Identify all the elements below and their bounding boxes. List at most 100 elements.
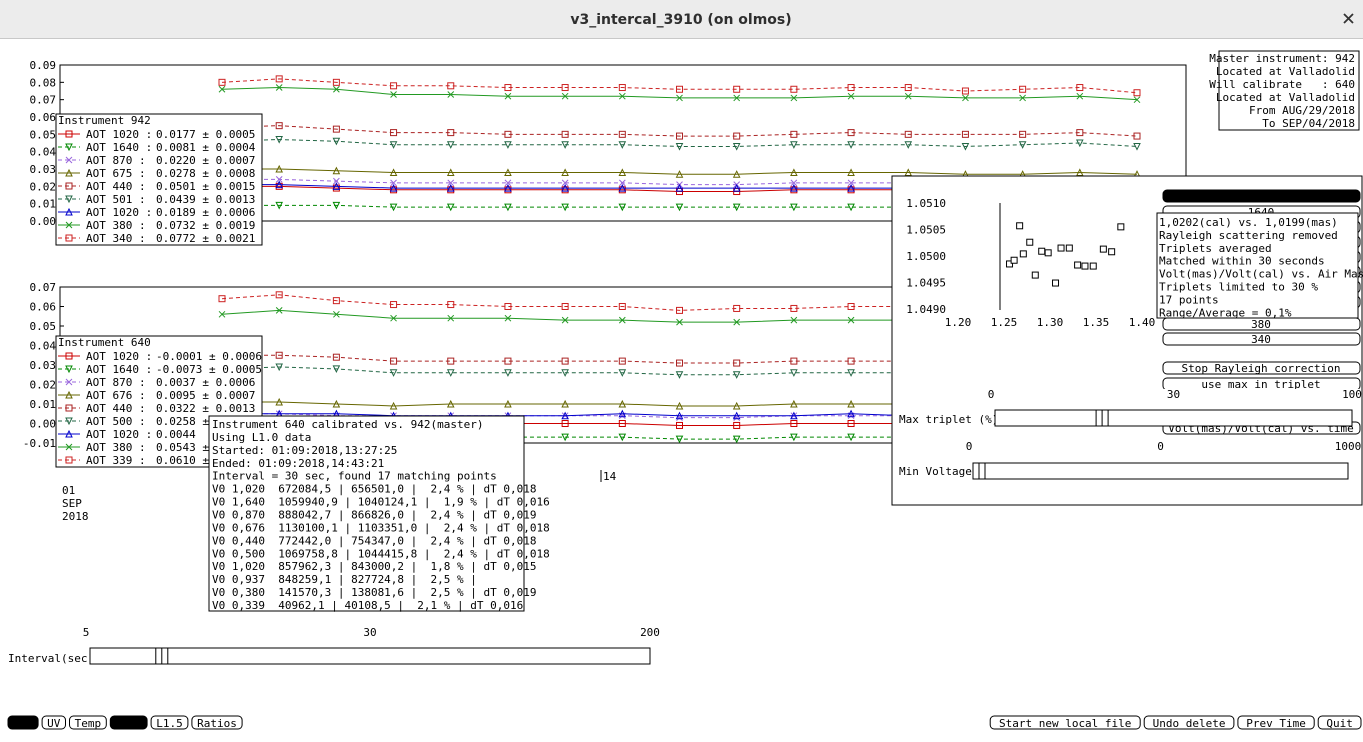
toolbar-button[interactable] [1237,715,1315,730]
y-tick-label: 0.02 [30,379,57,392]
legend-name: AOT 870 : [86,154,146,167]
scatter-point [1019,250,1027,258]
toolbar-button[interactable] [7,715,39,730]
marker [847,129,855,137]
report-line: V0 0,380 141570,3 | 138081,6 | 2,5 % | d… [212,586,537,599]
scatter-point [1108,248,1116,256]
legend-value: 0.0037 ± 0.0006 [156,376,255,389]
marker [561,433,569,442]
info-box [1218,50,1360,131]
marker [790,304,798,312]
marker [618,183,627,192]
marker [332,78,340,86]
band-button[interactable] [1162,189,1361,203]
marker [65,352,73,360]
summary-line: Triplets averaged [1159,242,1272,255]
toolbar-button[interactable] [41,715,66,730]
band-button[interactable] [1162,361,1361,375]
toolbar-button[interactable] [191,715,243,730]
marker [218,85,226,93]
marker [675,371,684,379]
marker [275,351,283,359]
marker [904,168,913,176]
marker [618,357,626,365]
marker [447,179,455,187]
marker [65,378,73,386]
report-line: Ended: 01:09:2018,14:43:21 [212,457,384,470]
marker [904,141,913,149]
y-tick-label: 0.06 [30,301,57,314]
scatter-point [1044,249,1052,257]
toolbar-button[interactable] [69,715,107,730]
scatter-point [1057,244,1065,252]
marker [504,357,512,365]
slider-tick-label: 30 [363,626,376,639]
toolbar-button[interactable] [1317,715,1362,730]
toolbar-button[interactable] [109,715,148,730]
band-button[interactable] [1162,332,1361,346]
scatter-point [1026,238,1034,246]
marker [65,221,73,229]
legend-value: -0.0001 ± 0.0006 [156,350,262,363]
toolbar-button-label: L1.0 [115,717,142,730]
marker [618,92,626,100]
toolbar-button[interactable] [1143,715,1235,730]
marker [561,186,569,194]
marker [447,314,455,322]
legend-value: 0.0322 ± 0.0013 [156,402,255,415]
marker [847,369,855,377]
marker [446,369,455,377]
marker [732,411,741,420]
slider-tick-label: 100 [1342,388,1362,401]
close-button[interactable] [1343,13,1354,24]
y-tick-label: 0.07 [30,281,57,294]
legend-name: AOT 440 : [86,180,146,193]
y-tick-label: 0.08 [30,76,57,89]
slider-label-bg [990,389,1360,403]
marker [332,353,340,361]
report-line: V0 0,676 1130100,1 | 1103351,0 | 2,4 % |… [212,521,550,534]
marker [790,183,798,192]
scatter-point [1074,261,1082,269]
marker [1133,142,1141,151]
report-line: V0 1,640 1059940,9 | 1040124,1 | 1,9 % |… [212,496,550,509]
legend-name: AOT 380 : [86,441,146,454]
marker [847,183,855,192]
series-line [222,434,1138,440]
marker [618,168,627,176]
marker [618,186,626,194]
scatter-point [1052,279,1060,287]
marker [618,84,626,92]
marker [1076,92,1084,100]
legend-name: AOT 1020 : [86,128,152,141]
marker [790,186,798,194]
scatter-point [1081,262,1089,270]
y-tick-label: 0.02 [30,180,57,193]
marker [561,84,569,92]
legend [55,113,263,246]
marker [504,314,512,322]
marker [333,177,340,185]
info-line: Located at Valladolid [1216,65,1355,78]
toolbar-button[interactable] [150,715,189,730]
marker [847,203,855,212]
marker [332,365,341,374]
info-line: From AUG/29/2018 [1249,104,1355,117]
slider-track[interactable] [972,462,1349,480]
marker [847,357,855,365]
legend-name: AOT 1020 : [86,428,152,441]
slider-track[interactable] [89,647,651,665]
scatter-point [1099,245,1107,253]
toolbar-button[interactable] [989,715,1141,730]
y-tick-label: 0.03 [30,163,57,176]
marker [847,92,855,100]
marker [847,399,855,408]
marker [389,183,398,192]
marker [790,433,798,442]
scatter-point [1006,260,1014,268]
scatter-x-tick-label: 1.40 [1129,316,1156,329]
marker [733,421,741,429]
slider-track[interactable] [994,409,1353,427]
marker [733,85,741,93]
legend-title: Instrument 640 [58,336,151,349]
